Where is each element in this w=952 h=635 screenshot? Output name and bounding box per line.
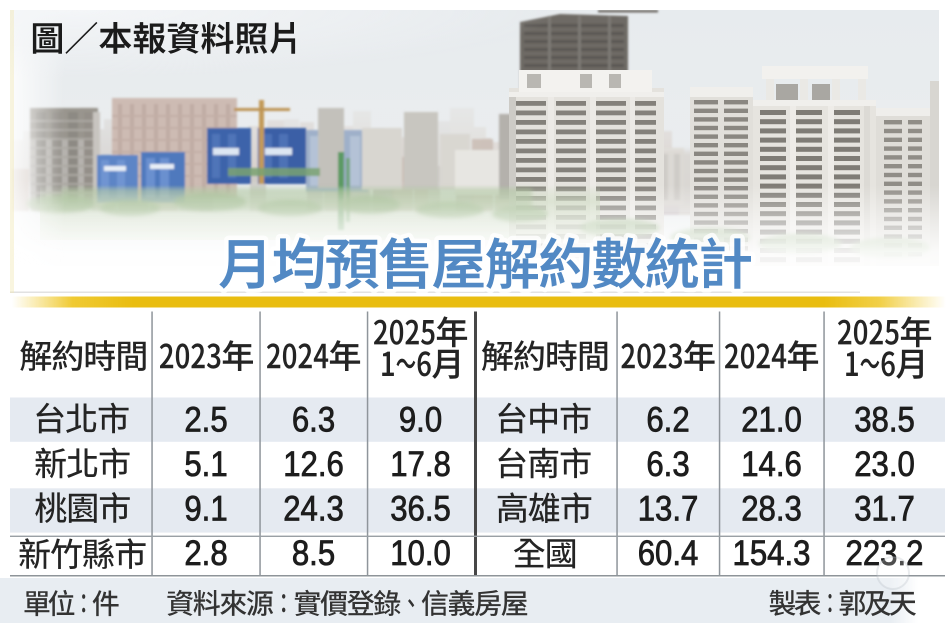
svg-text:9.0: 9.0 xyxy=(399,401,442,440)
svg-text:223.2: 223.2 xyxy=(846,534,924,573)
svg-text:6.3: 6.3 xyxy=(646,445,689,484)
svg-text:8.5: 8.5 xyxy=(292,534,335,573)
svg-text:14.6: 14.6 xyxy=(741,445,802,484)
svg-text:17.8: 17.8 xyxy=(390,445,451,484)
svg-text:13.7: 13.7 xyxy=(638,490,699,529)
svg-text:23.0: 23.0 xyxy=(854,445,915,484)
svg-text:10.0: 10.0 xyxy=(390,534,451,573)
svg-text:9.1: 9.1 xyxy=(184,490,227,529)
svg-text:6.2: 6.2 xyxy=(646,401,689,440)
svg-text:154.3: 154.3 xyxy=(733,534,811,573)
svg-text:2.8: 2.8 xyxy=(184,534,227,573)
svg-text:31.7: 31.7 xyxy=(854,490,915,529)
svg-text:2.5: 2.5 xyxy=(184,401,227,440)
svg-text:21.0: 21.0 xyxy=(741,401,802,440)
svg-text:24.3: 24.3 xyxy=(283,490,344,529)
svg-text:6.3: 6.3 xyxy=(292,401,335,440)
svg-text:28.3: 28.3 xyxy=(741,490,802,529)
svg-text:36.5: 36.5 xyxy=(390,490,451,529)
svg-text:38.5: 38.5 xyxy=(854,401,915,440)
svg-text:12.6: 12.6 xyxy=(283,445,344,484)
svg-text:5.1: 5.1 xyxy=(184,445,227,484)
svg-text:60.4: 60.4 xyxy=(638,534,699,573)
